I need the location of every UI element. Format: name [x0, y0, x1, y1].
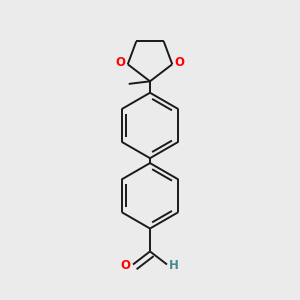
Text: O: O — [116, 56, 126, 69]
Text: O: O — [174, 56, 184, 69]
Text: O: O — [121, 259, 131, 272]
Text: H: H — [169, 259, 179, 272]
